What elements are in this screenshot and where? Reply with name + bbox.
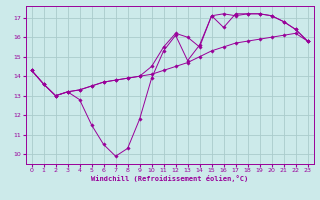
X-axis label: Windchill (Refroidissement éolien,°C): Windchill (Refroidissement éolien,°C) [91, 175, 248, 182]
